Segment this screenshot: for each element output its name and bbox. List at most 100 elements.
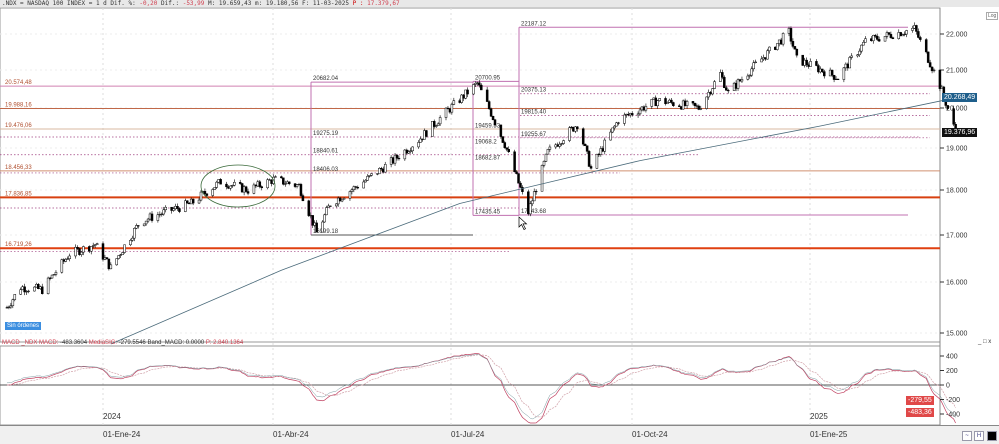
candle-body	[877, 39, 881, 42]
candle-body	[21, 286, 24, 290]
window-controls[interactable]: _ □ x	[978, 339, 992, 345]
candle-body	[307, 200, 311, 216]
cursor-mode-button[interactable]: H	[974, 431, 984, 441]
candle-body	[419, 138, 422, 143]
macd-legend: MACD _NDX MACD: -483.3604 MediaSIG: -279…	[2, 340, 243, 346]
candle-body	[268, 179, 271, 181]
candle-body	[664, 98, 667, 105]
band-value: Band_MACD: 0.0000	[147, 340, 205, 346]
candle-body	[66, 258, 69, 260]
price-chart[interactable]: 22.000 21.000 20.000 19.000 18.000 17.000 16.0…	[0, 0, 999, 425]
candle-body	[258, 181, 262, 187]
candle-body	[350, 189, 354, 192]
candle-body	[723, 77, 726, 88]
candle-body	[930, 66, 934, 72]
candle-body	[285, 181, 289, 185]
candle-body	[777, 39, 781, 44]
candle-body	[172, 208, 175, 211]
candle-body	[932, 69, 936, 72]
candle-body	[238, 182, 242, 184]
candle-body	[297, 184, 301, 186]
candle-body	[903, 33, 906, 35]
candle-body	[681, 100, 685, 110]
ma-price-tag: 20.268,49	[942, 93, 978, 102]
candle-body	[311, 215, 314, 226]
level-label: 19.988,16	[5, 102, 32, 108]
candle-body	[695, 105, 699, 107]
candle-body	[9, 305, 13, 308]
candle-body	[284, 183, 287, 185]
candle-body	[383, 164, 387, 173]
fib-level-label: 19255.67	[521, 132, 547, 138]
candle-body	[252, 184, 256, 194]
candle-body	[638, 109, 642, 115]
orders-badge[interactable]: Sin órdenes	[5, 322, 42, 330]
time-axis[interactable]: 01-Ene-24 01-Abr-24 01-Jul-24 01-Oct-24 …	[0, 425, 999, 444]
candle-body	[952, 108, 955, 125]
candle-body	[101, 243, 105, 260]
candle-body	[905, 30, 908, 35]
candle-body	[542, 161, 546, 166]
candle-body	[176, 206, 179, 209]
candle-body	[329, 205, 332, 207]
candle-body	[397, 157, 401, 160]
log-scale-button[interactable]: Log	[986, 12, 999, 20]
candle-body	[380, 168, 383, 170]
fib-level-label: 19068.2	[475, 139, 497, 145]
dif-label: Dif.:	[161, 0, 180, 7]
candle-body	[229, 185, 232, 189]
candle-body	[654, 97, 657, 107]
candle-body	[601, 148, 605, 152]
color-button[interactable]	[987, 431, 997, 441]
candle-body	[115, 258, 118, 266]
moving-average-line	[110, 97, 956, 345]
candle-body	[452, 100, 456, 105]
candle-body	[203, 191, 207, 195]
price-tick-label: 19.000	[946, 146, 968, 153]
candle-body	[213, 187, 216, 190]
candle-body	[897, 32, 901, 39]
candle-body	[189, 198, 193, 205]
candle-body	[462, 94, 465, 99]
candle-body	[280, 176, 283, 179]
chart-type-button[interactable]: ~	[962, 431, 972, 441]
candle-body	[378, 168, 381, 175]
candle-body	[240, 183, 244, 193]
macd-tick-label: -200	[946, 397, 960, 404]
candle-body	[568, 127, 571, 141]
candle-body	[615, 122, 618, 127]
candle-body	[48, 277, 52, 279]
candle-body	[270, 179, 273, 184]
candle-body	[891, 37, 895, 39]
macd-label: MACD _NDX MACD:	[2, 340, 59, 346]
candle-body	[233, 182, 236, 186]
candle-body	[60, 259, 64, 273]
candle-body	[554, 144, 558, 148]
candle-body	[627, 113, 630, 116]
candle-body	[336, 197, 340, 205]
candle-body	[315, 222, 318, 233]
candle-body	[850, 55, 853, 58]
candle-body	[78, 248, 81, 255]
year-label-2024: 2024	[103, 412, 121, 421]
candle-body	[13, 294, 17, 300]
candle-body	[748, 74, 752, 77]
signal-tag: -279,55	[906, 396, 934, 405]
candle-body	[91, 245, 95, 247]
candle-body	[556, 144, 559, 147]
candle-body	[915, 25, 918, 32]
candle-body	[260, 186, 264, 189]
candle-body	[752, 62, 755, 70]
macd-tick-label: 400	[946, 354, 958, 361]
candle-body	[391, 157, 395, 164]
price-pane	[0, 7, 941, 343]
candle-body	[911, 27, 914, 31]
fib-low-label: 16999.18	[313, 229, 339, 235]
candle-body	[158, 214, 162, 216]
period: 1 d	[95, 0, 107, 7]
candle-body	[434, 125, 438, 127]
candle-body	[474, 82, 477, 85]
candle-body	[713, 81, 716, 89]
candle-body	[807, 64, 810, 67]
candle-body	[103, 257, 107, 260]
